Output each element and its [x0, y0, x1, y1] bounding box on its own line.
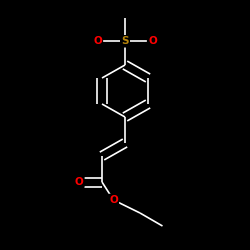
Text: O: O [109, 195, 118, 205]
Text: S: S [121, 36, 129, 46]
Text: O: O [148, 36, 157, 46]
Text: O: O [93, 36, 102, 46]
Text: O: O [74, 177, 84, 187]
